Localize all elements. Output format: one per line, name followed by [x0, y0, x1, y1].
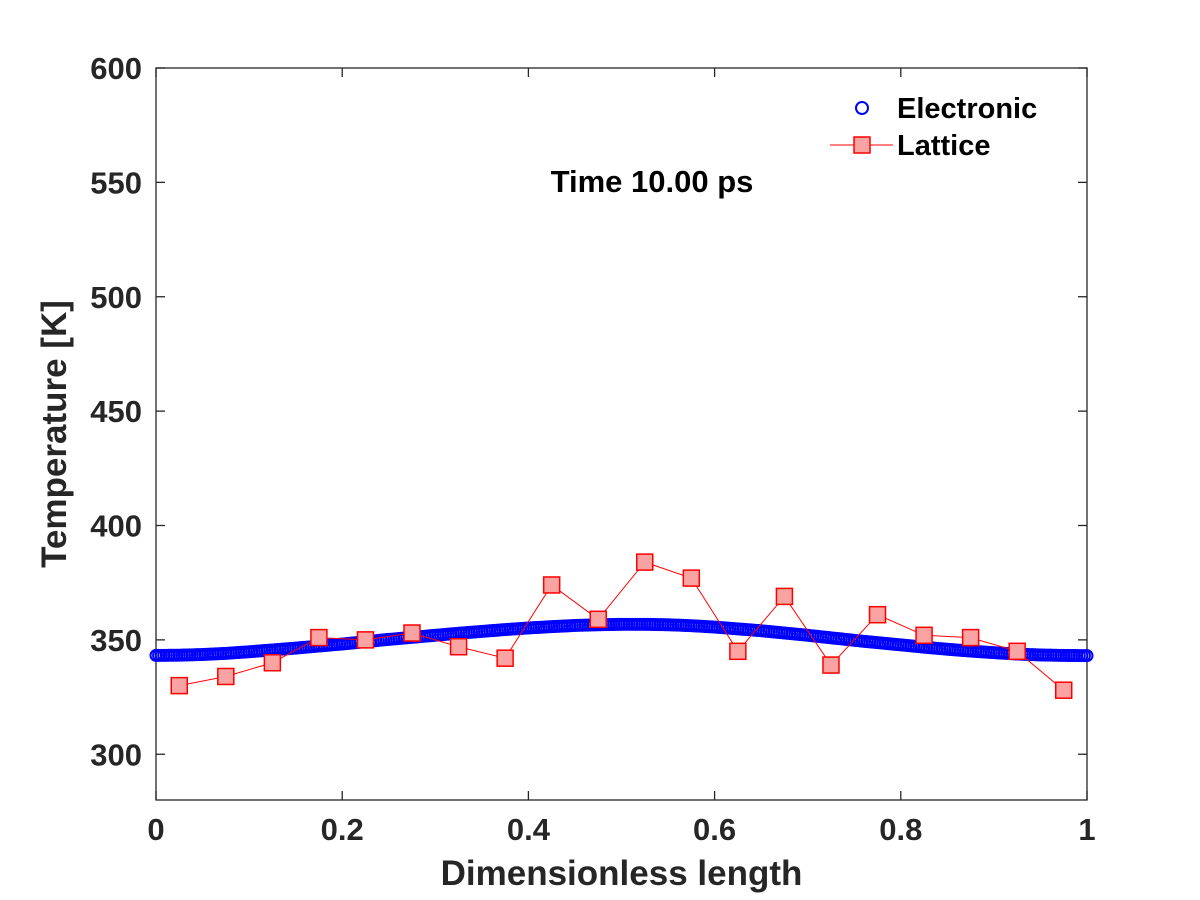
x-tick-label: 0.8 — [879, 812, 922, 847]
x-axis-label: Dimensionless length — [441, 854, 803, 893]
x-tick-label: 0.4 — [507, 812, 551, 847]
lattice-point — [310, 628, 328, 647]
lattice-point — [170, 676, 189, 695]
legend-lattice-label: Lattice — [897, 130, 990, 162]
legend-lattice-marker — [853, 136, 871, 154]
y-tick-label: 600 — [90, 51, 142, 86]
lattice-point — [682, 569, 701, 587]
lattice-point — [1054, 681, 1073, 699]
y-tick-label: 550 — [90, 165, 142, 200]
lattice-point — [822, 656, 840, 674]
legend-electronic-label: Electronic — [897, 93, 1037, 125]
lattice-point — [775, 587, 794, 606]
lattice-point — [403, 624, 421, 642]
lattice-point — [636, 553, 654, 571]
lattice-point — [542, 576, 561, 594]
y-tick-labels: 300 350 400 450 500 550 600 — [90, 51, 142, 772]
x-tick-label: 0 — [147, 812, 164, 847]
lattice-point — [449, 637, 468, 656]
lattice-point — [729, 642, 747, 661]
lattice-point — [217, 667, 235, 686]
y-tick-label: 300 — [90, 737, 142, 772]
time-annotation: Time 10.00 ps — [551, 164, 754, 199]
x-tick-labels: 0 0.2 0.4 0.6 0.8 1 — [147, 812, 1095, 847]
legend: Electronic Lattice — [830, 93, 1037, 162]
x-tick-label: 1 — [1078, 812, 1095, 847]
lattice-point — [263, 654, 282, 672]
lattice-point — [915, 626, 933, 645]
series-lattice — [170, 553, 1073, 699]
y-tick-label: 400 — [90, 509, 142, 544]
y-tick-label: 450 — [90, 394, 142, 429]
y-tick-label: 350 — [90, 623, 142, 658]
y-tick-label: 500 — [90, 280, 142, 315]
lattice-point — [1008, 642, 1026, 661]
y-axis-label: Temperature [K] — [35, 300, 74, 568]
x-tick-label: 0.6 — [693, 812, 736, 847]
lattice-point — [868, 605, 887, 624]
x-tick-label: 0.2 — [321, 812, 364, 847]
legend-electronic-marker — [855, 101, 869, 115]
plot-area — [155, 67, 1088, 801]
lattice-point — [961, 628, 980, 647]
lattice-point — [356, 631, 375, 649]
lattice-point — [496, 649, 514, 667]
electronic-point — [1080, 649, 1094, 663]
axis-ticks — [155, 67, 1088, 800]
lattice-point — [589, 610, 607, 629]
